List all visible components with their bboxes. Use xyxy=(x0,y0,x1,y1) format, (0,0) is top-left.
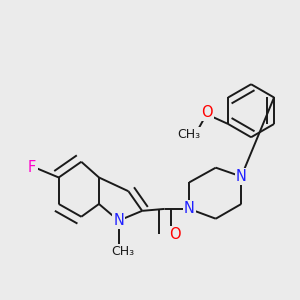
Text: F: F xyxy=(28,160,36,175)
Text: O: O xyxy=(201,105,212,120)
Text: N: N xyxy=(184,201,195,216)
Text: N: N xyxy=(113,213,124,228)
Text: CH₃: CH₃ xyxy=(111,244,134,258)
Text: CH₃: CH₃ xyxy=(177,128,200,141)
Text: N: N xyxy=(236,169,247,184)
Text: O: O xyxy=(169,227,180,242)
